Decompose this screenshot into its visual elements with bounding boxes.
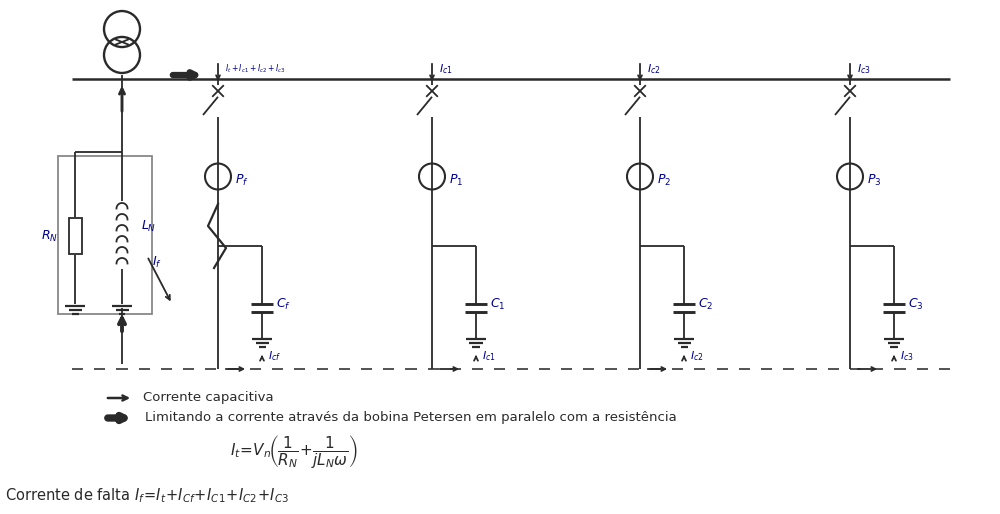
Text: $I_{c3}$: $I_{c3}$ [900,349,914,363]
Text: Corrente de falta $I_f\!=\!I_t\!+\!I_{Cf}\!+\!I_{C1}\!+\!I_{C2}\!+\!I_{C3}$: Corrente de falta $I_f\!=\!I_t\!+\!I_{Cf… [5,487,289,505]
Bar [58,156,152,314]
Text: $I_{c1}$: $I_{c1}$ [439,62,453,76]
Text: $L_N$: $L_N$ [141,218,156,233]
Text: $I_{c3}$: $I_{c3}$ [857,62,871,76]
Text: $I_t\!=\!V_n\!\left(\dfrac{1}{R_N}\!+\!\dfrac{1}{jL_N\omega}\right)$: $I_t\!=\!V_n\!\left(\dfrac{1}{R_N}\!+\!\… [230,433,358,470]
Text: $C_3$: $C_3$ [908,297,924,311]
Text: $P_2$: $P_2$ [657,173,671,188]
Text: $R_N$: $R_N$ [41,228,57,244]
Text: $P_f$: $P_f$ [235,173,249,188]
Text: $P_3$: $P_3$ [867,173,881,188]
Text: $I_{c2}$: $I_{c2}$ [690,349,704,363]
Text: $P_1$: $P_1$ [449,173,463,188]
Text: $C_f$: $C_f$ [276,297,291,311]
Text: Limitando a corrente através da bobina Petersen em paralelo com a resistência: Limitando a corrente através da bobina P… [145,412,677,425]
Bar [68,218,82,254]
Text: $I_f$: $I_f$ [152,254,162,269]
Text: $C_2$: $C_2$ [698,297,713,311]
Text: $I_{cf}$: $I_{cf}$ [268,349,281,363]
Text: $I_{c2}$: $I_{c2}$ [647,62,661,76]
Text: $I_t+I_{c1}+I_{c2}+I_{c3}$: $I_t+I_{c1}+I_{c2}+I_{c3}$ [225,63,286,75]
Text: $I_{c1}$: $I_{c1}$ [482,349,496,363]
Text: Corrente capacitiva: Corrente capacitiva [143,392,274,405]
Text: $C_1$: $C_1$ [490,297,505,311]
